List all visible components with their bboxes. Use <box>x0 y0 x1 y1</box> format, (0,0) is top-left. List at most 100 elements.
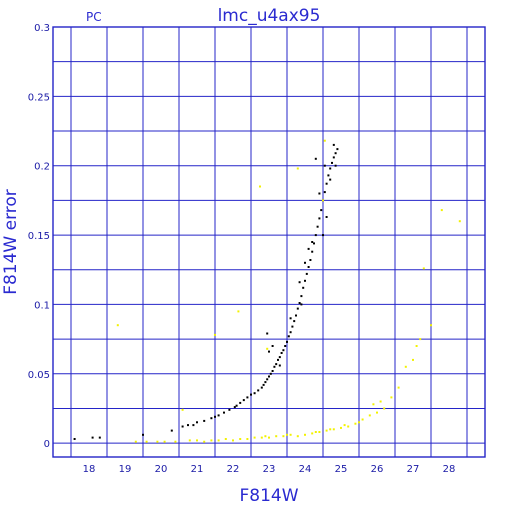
yellow-data-point <box>358 421 360 424</box>
black-data-point <box>300 303 303 306</box>
black-data-point <box>289 331 292 334</box>
black-data-point <box>271 345 274 347</box>
black-data-point <box>302 286 305 289</box>
x-tick-label: 18 <box>83 464 96 475</box>
x-tick-label: 23 <box>263 464 276 475</box>
yellow-data-point <box>322 199 324 202</box>
yellow-data-point <box>390 396 393 399</box>
black-data-point <box>327 174 330 177</box>
black-data-point <box>282 349 285 352</box>
yellow-data-point <box>354 422 357 425</box>
yellow-data-point <box>422 267 425 270</box>
yellow-data-point <box>318 431 321 433</box>
black-data-point <box>291 325 294 328</box>
black-data-point <box>260 386 263 389</box>
y-tick-label: 0.25 <box>28 92 50 103</box>
yellow-data-point <box>134 440 137 443</box>
yellow-data-point <box>156 440 159 443</box>
black-data-point <box>233 406 236 409</box>
black-data-point <box>210 417 213 420</box>
black-data-point <box>329 178 332 181</box>
yellow-data-point <box>379 400 382 403</box>
black-data-point <box>318 192 321 195</box>
black-data-point <box>304 261 306 264</box>
yellow-data-point <box>239 438 242 440</box>
yellow-data-point <box>340 426 342 429</box>
black-data-point <box>262 383 265 386</box>
black-data-point <box>142 433 144 436</box>
yellow-data-point <box>376 411 378 414</box>
yellow-data-point <box>264 435 267 438</box>
yellow-data-point <box>259 185 261 188</box>
yellow-data-point <box>266 347 269 350</box>
black-data-point <box>253 392 256 395</box>
black-data-point <box>192 424 195 427</box>
black-data-point <box>298 302 301 304</box>
yellow-data-point <box>383 407 386 410</box>
black-data-point <box>332 143 335 146</box>
yellow-data-point <box>217 439 220 442</box>
yellow-data-point <box>314 431 317 433</box>
black-data-point <box>304 279 306 282</box>
black-data-point <box>314 157 317 160</box>
black-data-point <box>223 411 225 414</box>
black-data-point <box>329 167 332 170</box>
black-data-point <box>280 352 283 354</box>
yellow-data-point <box>304 433 306 436</box>
black-data-point <box>268 375 270 378</box>
black-data-point <box>305 272 308 275</box>
yellow-data-point <box>430 324 432 327</box>
x-tick-labels: 18 19 20 21 22 23 24 25 26 27 28 <box>83 464 456 475</box>
corner-label: PC <box>86 10 102 24</box>
black-data-point <box>323 164 326 167</box>
yellow-data-point <box>203 440 206 443</box>
black-data-point <box>313 242 315 245</box>
yellow-data-point <box>289 433 292 436</box>
black-data-point <box>250 393 252 396</box>
black-data-point <box>309 259 312 261</box>
black-data-point <box>311 250 314 253</box>
x-tick-label: 24 <box>299 464 312 475</box>
black-data-point <box>264 381 267 384</box>
yellow-data-point <box>210 439 213 442</box>
black-data-point <box>187 424 189 427</box>
yellow-data-point <box>188 439 191 442</box>
black-data-point <box>323 191 326 194</box>
yellow-data-point <box>332 428 335 431</box>
x-tick-label: 25 <box>335 464 348 475</box>
black-data-point <box>325 216 328 218</box>
yellow-data-point <box>246 438 249 440</box>
chart-title: lmc_u4ax95 <box>218 6 321 26</box>
black-data-point <box>287 335 290 338</box>
black-data-point <box>278 364 281 367</box>
black-data-point <box>246 396 249 399</box>
black-data-point <box>331 161 333 164</box>
black-data-point <box>318 217 321 220</box>
yellow-data-point <box>232 439 234 442</box>
yellow-data-point <box>196 439 198 442</box>
yellow-data-point <box>372 403 375 406</box>
yellow-data-point <box>368 414 371 417</box>
black-data-point <box>332 156 335 159</box>
black-data-point <box>268 350 270 353</box>
yellow-data-point <box>415 345 418 347</box>
black-data-point <box>336 148 339 151</box>
yellow-data-point <box>347 425 350 428</box>
black-data-point <box>300 295 303 298</box>
yellow-data-point <box>296 167 299 170</box>
black-data-point <box>170 429 173 432</box>
black-data-point <box>271 370 274 372</box>
black-data-point <box>325 182 328 185</box>
black-data-point <box>196 421 198 424</box>
y-tick-labels: 0 0.05 0.1 0.15 0.2 0.25 0.3 <box>28 23 50 450</box>
yellow-data-point <box>311 432 314 435</box>
black-data-point <box>284 345 287 347</box>
yellow-data-point <box>404 365 407 368</box>
x-tick-label: 19 <box>119 464 132 475</box>
yellow-data-point <box>260 436 263 439</box>
y-tick-label: 0.1 <box>34 300 50 311</box>
yellow-data-point <box>361 418 364 421</box>
x-tick-label: 26 <box>371 464 384 475</box>
x-axis-title: F814W <box>239 486 298 506</box>
black-data-point <box>269 372 272 375</box>
